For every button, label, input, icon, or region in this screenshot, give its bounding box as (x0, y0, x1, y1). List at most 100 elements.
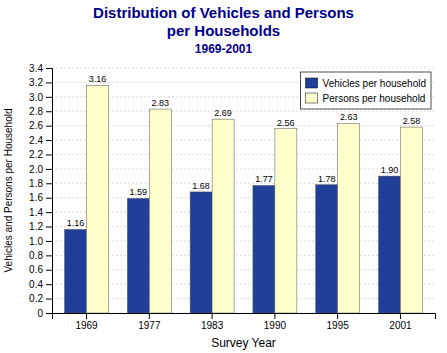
tick: 2.4 (29, 135, 52, 146)
grid-line (52, 284, 435, 285)
y-axis: 00.20.40.60.81.01.21.41.61.82.02.22.42.6… (29, 63, 52, 319)
title: Distribution of Vehicles and Personsper … (93, 4, 354, 39)
tick: 1.4 (29, 207, 52, 218)
tick-label: 1.6 (29, 192, 43, 203)
data-label: 2.69 (214, 108, 232, 118)
tick-mark (86, 313, 87, 319)
tick: 1995 (327, 313, 350, 331)
tick-mark (46, 111, 52, 112)
grid-line (52, 154, 435, 155)
tick-label: 1.8 (29, 178, 43, 189)
tick-mark (46, 212, 52, 213)
bar (190, 192, 212, 313)
tick: 1983 (201, 313, 224, 331)
data-label: 1.68 (192, 181, 210, 191)
grid-line (52, 140, 435, 141)
tick-label: 3.2 (29, 77, 43, 88)
tick: 3.4 (29, 63, 52, 74)
tick-label: 1.4 (29, 207, 43, 218)
tick: 2.8 (29, 106, 52, 117)
tick-mark (46, 126, 52, 127)
tick-mark (149, 313, 150, 319)
data-label: 2.63 (340, 112, 358, 122)
grid-line (52, 269, 435, 270)
bar (378, 176, 400, 313)
grid-line (52, 125, 435, 126)
tick: 2001 (389, 313, 412, 331)
bar (65, 229, 87, 313)
tick-label: 0 (37, 308, 43, 319)
tick-label: 1990 (264, 320, 287, 331)
tick: 1.0 (29, 236, 52, 247)
tick-mark (337, 313, 338, 319)
grid-line (52, 255, 435, 256)
bar (338, 123, 360, 313)
axis-line (46, 69, 53, 314)
tick: 2.2 (29, 149, 52, 160)
tick-mark (400, 313, 401, 319)
grid-line (52, 183, 435, 184)
tick-label: 1.2 (29, 221, 43, 232)
bar (87, 85, 109, 313)
title-line: per Households (167, 22, 280, 39)
tick-mark (46, 313, 52, 314)
x-axis-title: Survey Year (211, 336, 276, 350)
grid-line (52, 226, 435, 227)
tick-label: 0.8 (29, 250, 43, 261)
tick: 0.4 (29, 279, 52, 290)
grid-line (52, 168, 435, 169)
tick-mark (46, 255, 52, 256)
grid (52, 68, 435, 313)
legend-item: Persons per household (306, 93, 426, 104)
legend-swatch (306, 93, 318, 103)
grid-line (52, 111, 435, 112)
bars (65, 85, 423, 313)
bar (400, 127, 422, 313)
legend-label: Vehicles per household (323, 78, 426, 89)
grid-line (52, 197, 435, 198)
tick: 1.8 (29, 178, 52, 189)
tick: 1969 (75, 313, 98, 331)
tick: 2.0 (29, 164, 52, 175)
grid-line (52, 212, 435, 213)
data-label: 2.56 (277, 118, 295, 128)
subtitle: 1969-2001 (195, 42, 253, 56)
axis-line (53, 314, 436, 320)
grid-line (52, 68, 435, 69)
tick-mark (46, 227, 52, 228)
tick: 0.2 (29, 293, 52, 304)
bar (275, 129, 297, 313)
tick-mark (212, 313, 213, 319)
tick-label: 1995 (327, 320, 350, 331)
tick-label: 2.6 (29, 120, 43, 131)
grid-line (52, 298, 435, 299)
bar (316, 185, 338, 313)
tick-label: 0.2 (29, 293, 43, 304)
tick: 1990 (264, 313, 287, 331)
tick-label: 2001 (389, 320, 412, 331)
tick: 0.8 (29, 250, 52, 261)
tick-label: 2.8 (29, 106, 43, 117)
tick-mark (274, 313, 275, 319)
tick: 3.2 (29, 77, 52, 88)
tick-label: 2.0 (29, 164, 43, 175)
tick-mark (46, 97, 52, 98)
tick-mark (46, 241, 52, 242)
tick: 2.6 (29, 120, 52, 131)
tick-mark (46, 198, 52, 199)
bar (253, 185, 275, 313)
tick-label: 1983 (201, 320, 224, 331)
tick-label: 1969 (75, 320, 98, 331)
tick: 3.0 (29, 92, 52, 103)
x-axis: 1969 1977 1983 1990 1995 2001 (53, 313, 436, 331)
tick-label: 1.0 (29, 236, 43, 247)
tick-mark (46, 154, 52, 155)
tick-mark (46, 183, 52, 184)
tick-label: 2.2 (29, 149, 43, 160)
title-line: Distribution of Vehicles and Persons (93, 4, 354, 21)
tick-label: 1977 (138, 320, 161, 331)
tick-mark (46, 284, 52, 285)
tick-mark (46, 82, 52, 83)
bar (127, 198, 149, 313)
tick-mark (46, 68, 52, 69)
